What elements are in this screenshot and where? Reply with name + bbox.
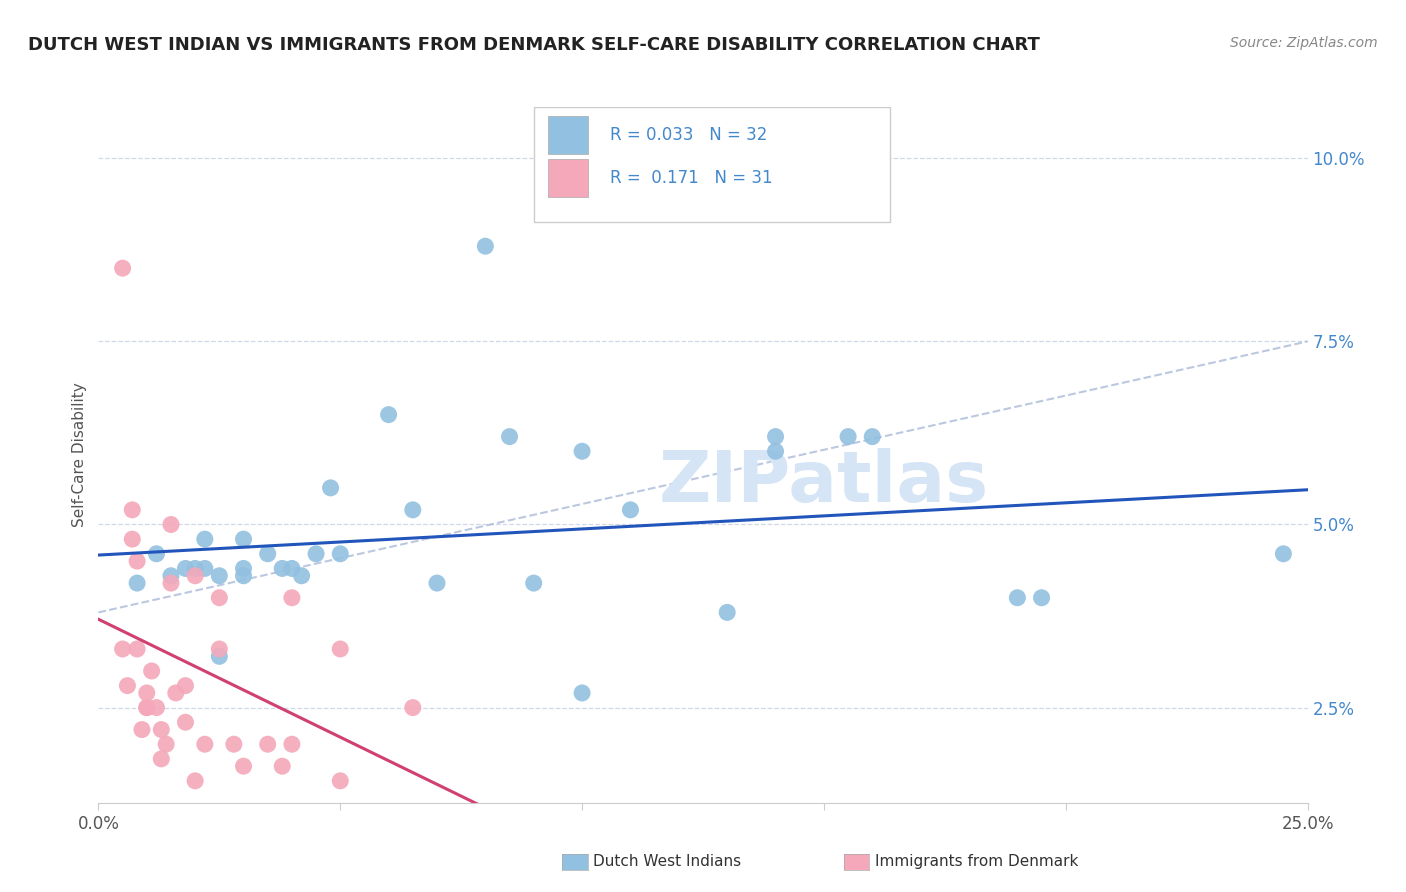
Text: Source: ZipAtlas.com: Source: ZipAtlas.com — [1230, 36, 1378, 50]
Point — [329, 642, 352, 657]
Point — [208, 568, 231, 582]
Point — [1007, 591, 1029, 605]
Point — [377, 408, 399, 422]
Point — [271, 561, 294, 575]
Point — [402, 700, 425, 714]
Point — [571, 444, 593, 458]
Point — [208, 591, 231, 605]
Point — [619, 503, 641, 517]
Point — [121, 532, 143, 546]
Point — [271, 759, 294, 773]
Point — [329, 547, 352, 561]
Point — [319, 481, 342, 495]
Point — [135, 700, 157, 714]
Point — [232, 568, 254, 582]
Point — [402, 503, 425, 517]
Text: R =  0.171   N = 31: R = 0.171 N = 31 — [610, 169, 772, 187]
Point — [174, 561, 197, 575]
Point — [498, 429, 520, 443]
Point — [426, 576, 449, 591]
Text: R = 0.033   N = 32: R = 0.033 N = 32 — [610, 127, 768, 145]
Point — [523, 576, 546, 591]
Point — [232, 532, 254, 546]
Text: ZIPatlas: ZIPatlas — [659, 449, 988, 517]
Point — [127, 554, 149, 568]
Point — [194, 532, 217, 546]
Point — [135, 686, 157, 700]
Point — [121, 503, 143, 517]
Point — [184, 561, 207, 575]
Point — [474, 239, 496, 253]
Point — [127, 576, 149, 591]
Point — [716, 606, 738, 620]
Point — [837, 429, 859, 443]
Point — [174, 715, 197, 730]
Point — [860, 429, 883, 443]
Point — [160, 517, 183, 532]
Point — [160, 576, 183, 591]
Point — [571, 686, 593, 700]
Point — [194, 561, 217, 575]
Point — [145, 547, 167, 561]
Point — [135, 700, 157, 714]
Point — [1031, 591, 1053, 605]
Point — [117, 679, 139, 693]
FancyBboxPatch shape — [548, 116, 588, 154]
Point — [165, 686, 187, 700]
Point — [1272, 547, 1295, 561]
Text: Immigrants from Denmark: Immigrants from Denmark — [875, 855, 1078, 869]
Point — [155, 737, 177, 751]
FancyBboxPatch shape — [548, 159, 588, 197]
Y-axis label: Self-Care Disability: Self-Care Disability — [72, 383, 87, 527]
Point — [150, 723, 173, 737]
Point — [160, 568, 183, 582]
Point — [208, 649, 231, 664]
Text: Dutch West Indians: Dutch West Indians — [593, 855, 741, 869]
Point — [765, 444, 787, 458]
Text: DUTCH WEST INDIAN VS IMMIGRANTS FROM DENMARK SELF-CARE DISABILITY CORRELATION CH: DUTCH WEST INDIAN VS IMMIGRANTS FROM DEN… — [28, 36, 1040, 54]
Point — [150, 752, 173, 766]
Point — [184, 568, 207, 582]
Point — [111, 261, 134, 276]
Point — [281, 561, 304, 575]
Point — [194, 737, 217, 751]
Point — [127, 642, 149, 657]
Point — [765, 429, 787, 443]
Point — [208, 642, 231, 657]
Point — [141, 664, 163, 678]
Point — [256, 737, 278, 751]
Point — [256, 547, 278, 561]
Point — [184, 773, 207, 788]
Point — [281, 591, 304, 605]
Point — [290, 568, 312, 582]
Point — [329, 773, 352, 788]
Point — [305, 547, 328, 561]
Point — [145, 700, 167, 714]
Point — [111, 642, 134, 657]
Point — [232, 759, 254, 773]
Point — [174, 679, 197, 693]
Point — [131, 723, 153, 737]
Point — [222, 737, 245, 751]
Point — [281, 737, 304, 751]
FancyBboxPatch shape — [534, 107, 890, 222]
Point — [232, 561, 254, 575]
